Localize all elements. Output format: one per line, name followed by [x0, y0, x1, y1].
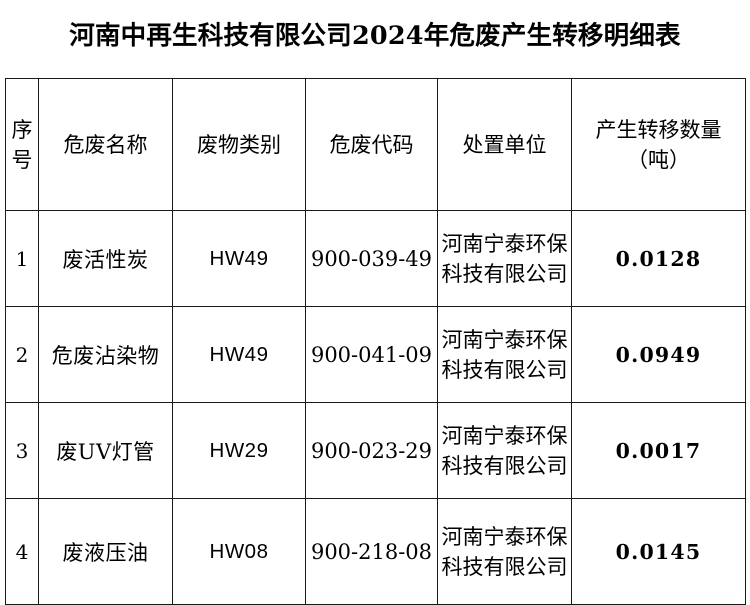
column-header-quantity-line1: 产生转移数量: [595, 117, 722, 142]
cell-waste-category: HW08: [172, 498, 306, 605]
cell-disposal-unit: 河南宁泰环保科技有限公司: [437, 402, 572, 499]
cell-seq: 4: [5, 498, 39, 605]
table-row: 1 废活性炭 HW49 900-039-49 河南宁泰环保科技有限公司 0.01…: [5, 210, 746, 307]
cell-waste-name: 危废沾染物: [38, 306, 173, 403]
cell-seq: 2: [5, 306, 39, 403]
cell-quantity: 0.0949: [571, 306, 746, 403]
column-header-waste-code: 危废代码: [305, 78, 438, 211]
cell-quantity: 0.0017: [571, 402, 746, 499]
cell-waste-category: HW49: [172, 306, 306, 403]
cell-waste-code: 900-023-29: [305, 402, 438, 499]
cell-waste-code: 900-041-09: [305, 306, 438, 403]
cell-waste-category: HW49: [172, 210, 306, 307]
cell-waste-code: 900-039-49: [305, 210, 438, 307]
table-row: 3 废UV灯管 HW29 900-023-29 河南宁泰环保科技有限公司 0.0…: [5, 402, 746, 499]
cell-waste-name: 废活性炭: [38, 210, 173, 307]
cell-disposal-unit: 河南宁泰环保科技有限公司: [437, 498, 572, 605]
cell-quantity: 0.0128: [571, 210, 746, 307]
hazardous-waste-transfer-table: 序号 危废名称 废物类别 危废代码 处置单位 产生转移数量 （吨） 1 废活性炭…: [5, 78, 746, 605]
table-row: 2 危废沾染物 HW49 900-041-09 河南宁泰环保科技有限公司 0.0…: [5, 306, 746, 403]
page-title: 河南中再生科技有限公司2024年危废产生转移明细表: [69, 21, 681, 51]
cell-quantity: 0.0145: [571, 498, 746, 605]
table-container: 序号 危废名称 废物类别 危废代码 处置单位 产生转移数量 （吨） 1 废活性炭…: [5, 78, 746, 605]
cell-waste-code: 900-218-08: [305, 498, 438, 605]
table-header-row: 序号 危废名称 废物类别 危废代码 处置单位 产生转移数量 （吨）: [5, 78, 746, 211]
cell-waste-name: 废液压油: [38, 498, 173, 605]
cell-seq: 3: [5, 402, 39, 499]
column-header-quantity: 产生转移数量 （吨）: [571, 78, 746, 211]
cell-seq: 1: [5, 210, 39, 307]
column-header-disposal-unit: 处置单位: [437, 78, 572, 211]
cell-waste-name: 废UV灯管: [38, 402, 173, 499]
table-row: 4 废液压油 HW08 900-218-08 河南宁泰环保科技有限公司 0.01…: [5, 498, 746, 605]
column-header-quantity-line2: （吨）: [627, 147, 690, 172]
column-header-seq: 序号: [5, 78, 39, 211]
cell-disposal-unit: 河南宁泰环保科技有限公司: [437, 306, 572, 403]
cell-waste-category: HW29: [172, 402, 306, 499]
cell-disposal-unit: 河南宁泰环保科技有限公司: [437, 210, 572, 307]
column-header-waste-name: 危废名称: [38, 78, 173, 211]
column-header-waste-category: 废物类别: [172, 78, 306, 211]
